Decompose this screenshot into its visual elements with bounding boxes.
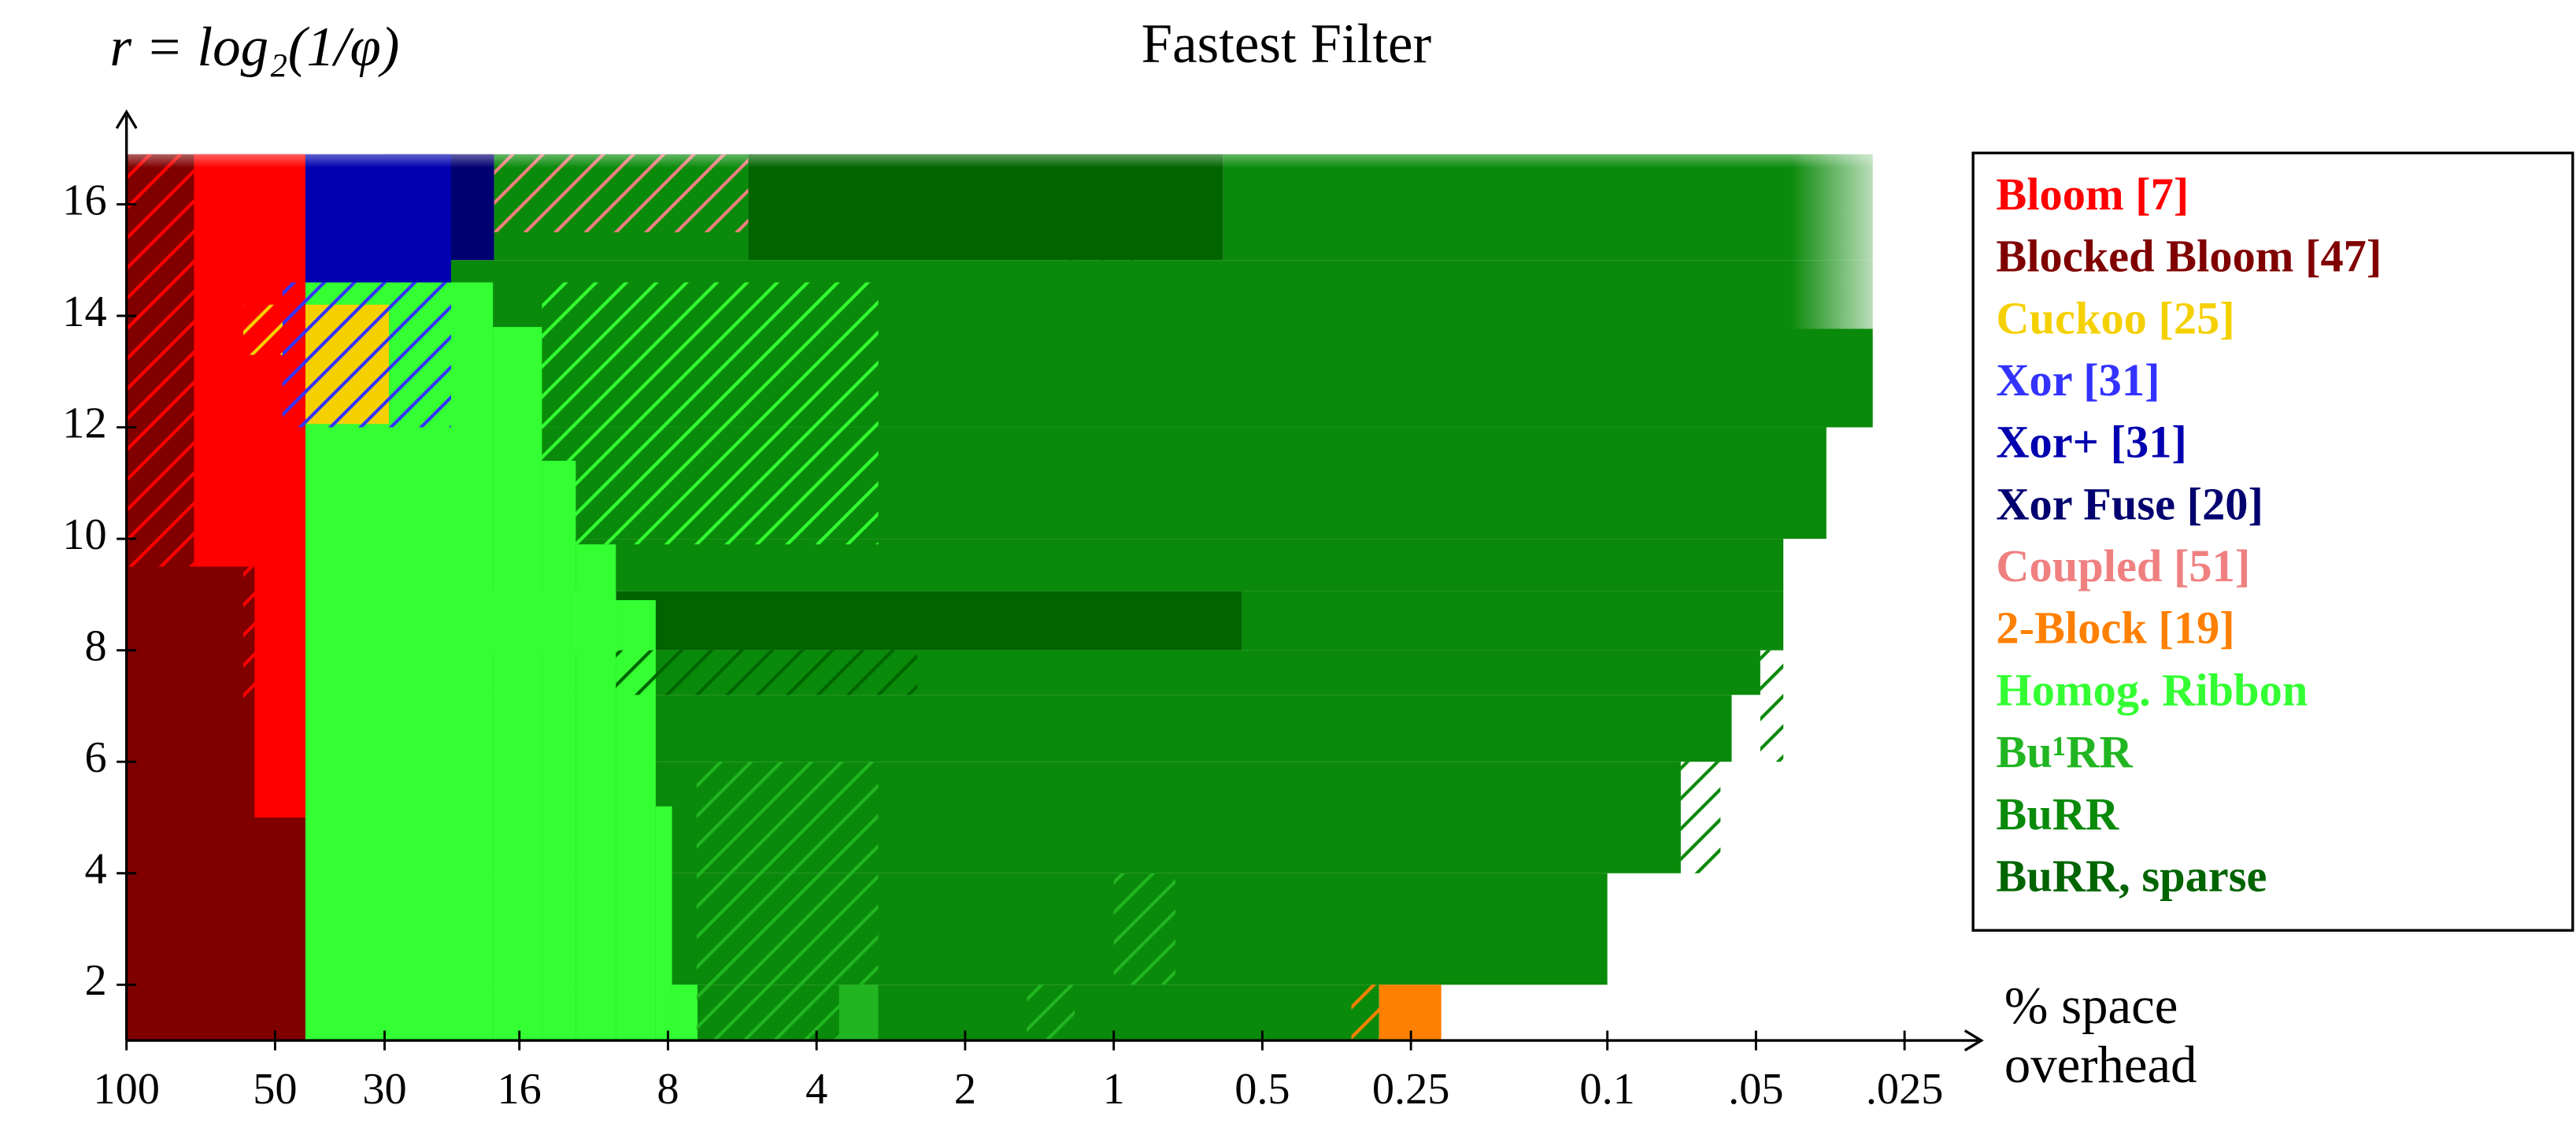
region xyxy=(616,591,1242,651)
x-axis-label: % space xyxy=(2004,977,2178,1035)
legend-entry: 2-Block [19] xyxy=(1996,603,2234,654)
x-tick-label: 1 xyxy=(1103,1065,1125,1114)
y-tick-label: 4 xyxy=(84,845,106,894)
hatched-region xyxy=(1027,985,1075,1041)
region xyxy=(1242,591,1784,651)
y-tick-label: 2 xyxy=(84,956,106,1005)
y-tick-label: 6 xyxy=(84,733,106,782)
hatched-region xyxy=(1057,204,1149,261)
y-axis-label: r = log₂(1/φ) xyxy=(109,17,399,78)
hatched-region xyxy=(696,762,879,1041)
legend-entry: Coupled [51] xyxy=(1996,540,2250,591)
y-tick-label: 8 xyxy=(84,622,106,671)
x-tick-label: 0.1 xyxy=(1579,1065,1634,1114)
plot-area xyxy=(126,154,1873,1041)
region xyxy=(655,806,672,1041)
x-tick-label: 16 xyxy=(498,1065,542,1114)
hatched-region xyxy=(282,282,451,428)
hatched-region xyxy=(542,282,879,545)
legend-entry: Xor [31] xyxy=(1996,354,2160,406)
right-fade xyxy=(1790,147,1906,329)
x-tick-label: 2 xyxy=(954,1065,976,1114)
x-tick-label: 50 xyxy=(253,1065,297,1114)
legend-entry: Blocked Bloom [47] xyxy=(1996,231,2382,282)
x-tick-label: .025 xyxy=(1866,1065,1944,1114)
y-tick-label: 10 xyxy=(62,510,106,559)
region xyxy=(305,154,451,283)
region xyxy=(493,327,542,1041)
x-tick-label: 0.25 xyxy=(1372,1065,1450,1114)
x-arrow xyxy=(1963,1029,1984,1052)
legend-entry: Xor+ [31] xyxy=(1996,417,2187,468)
legend-entry: Bloom [7] xyxy=(1996,169,2189,220)
x-tick-label: 0.5 xyxy=(1234,1065,1290,1114)
x-tick-label: 4 xyxy=(805,1065,827,1114)
hatched-region xyxy=(126,154,194,567)
top-fade xyxy=(115,132,1923,169)
hatched-region xyxy=(1113,873,1175,985)
region xyxy=(748,154,1223,261)
region xyxy=(576,544,616,1041)
hatched-region xyxy=(243,304,283,355)
x-tick-label: 30 xyxy=(362,1065,406,1114)
chart-title: Fastest Filter xyxy=(1142,13,1431,75)
region xyxy=(672,985,698,1041)
region xyxy=(542,461,576,1041)
legend-entry: BuRR xyxy=(1996,788,2119,840)
legend-entry: Bu¹RR xyxy=(1996,726,2133,777)
legend-entry: Xor Fuse [20] xyxy=(1996,478,2263,529)
legend-entry: Homog. Ribbon xyxy=(1996,664,2308,715)
x-tick-label: 100 xyxy=(93,1065,159,1114)
y-tick-label: 14 xyxy=(62,287,106,336)
region xyxy=(1223,154,1873,261)
x-axis-label: overhead xyxy=(2004,1036,2197,1094)
legend-box xyxy=(1971,151,2574,932)
legend-entry: BuRR, sparse xyxy=(1996,850,2267,901)
hatched-region xyxy=(1351,985,1379,1041)
y-tick-label: 12 xyxy=(62,399,106,447)
y-arrow xyxy=(115,109,138,129)
legend-entry: Cuckoo [25] xyxy=(1996,292,2234,343)
hatched-region xyxy=(1680,762,1721,873)
x-tick-label: 8 xyxy=(657,1065,679,1114)
hatched-region xyxy=(1760,650,1784,762)
hatched-region xyxy=(243,427,305,706)
y-tick-label: 16 xyxy=(62,176,106,224)
x-tick-label: .05 xyxy=(1728,1065,1783,1114)
axes xyxy=(115,109,1984,1052)
hatched-region xyxy=(616,650,918,695)
